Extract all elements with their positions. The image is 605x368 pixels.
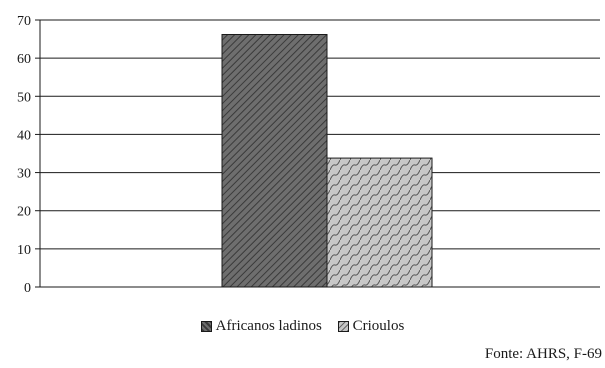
y-tick-label-60: 60 bbox=[17, 52, 31, 67]
bar-africanos-ladinos bbox=[221, 33, 328, 288]
source-note: Fonte: AHRS, F-69 bbox=[484, 346, 602, 362]
legend-swatch-africanos bbox=[200, 321, 212, 332]
legend-item-crioulos: Crioulos bbox=[337, 318, 405, 335]
bar-chart: 0 10 20 30 40 50 60 70 bbox=[17, 14, 600, 296]
legend-swatch-crioulos bbox=[337, 321, 349, 332]
legend-label-africanos: Africanos ladinos bbox=[215, 318, 322, 334]
legend-label-crioulos: Crioulos bbox=[352, 318, 405, 334]
legend-item-africanos: Africanos ladinos bbox=[200, 318, 322, 335]
y-tick-label-0: 0 bbox=[24, 281, 31, 296]
y-tick-label-10: 10 bbox=[17, 243, 31, 258]
bar-crioulos bbox=[326, 157, 433, 288]
y-tick-label-50: 50 bbox=[17, 90, 31, 105]
legend: Africanos ladinos Crioulos bbox=[0, 318, 605, 337]
y-tick-label-30: 30 bbox=[17, 167, 31, 182]
y-tick-label-20: 20 bbox=[17, 205, 31, 220]
y-tick-label-70: 70 bbox=[17, 14, 31, 29]
y-tick-label-40: 40 bbox=[17, 128, 31, 143]
